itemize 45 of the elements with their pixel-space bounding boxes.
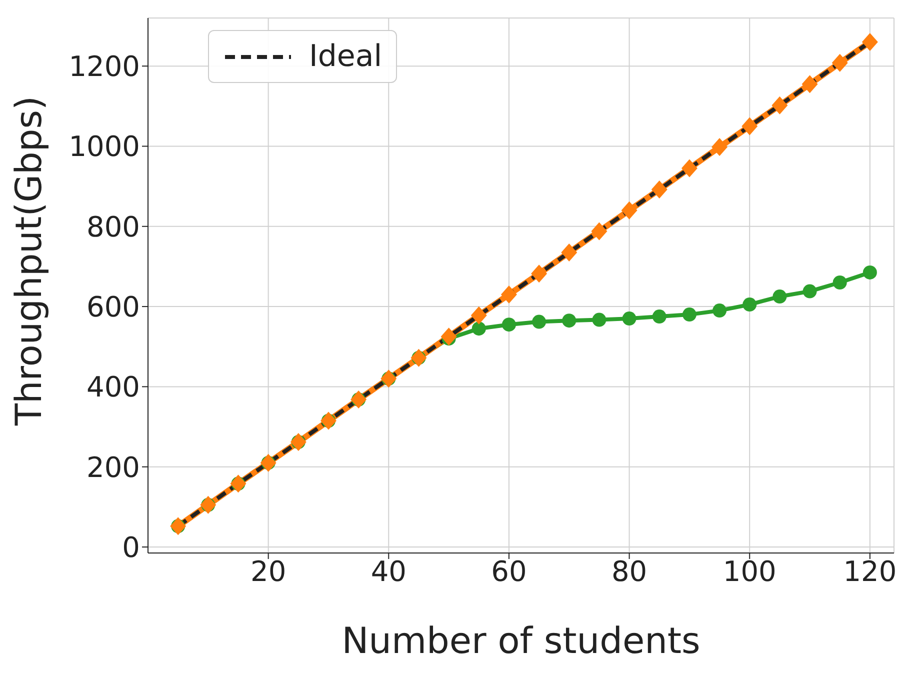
x-tick-label: 100 — [722, 554, 776, 588]
y-tick-label: 1000 — [68, 130, 140, 164]
point — [681, 159, 698, 178]
point — [472, 322, 486, 336]
point — [502, 318, 516, 332]
legend-label: Ideal — [309, 39, 382, 74]
point — [531, 264, 548, 283]
point — [500, 286, 517, 304]
point — [832, 54, 848, 72]
x-tick-label: 40 — [370, 554, 406, 588]
point — [712, 138, 728, 156]
point — [470, 306, 487, 324]
point — [772, 290, 787, 304]
y-axis-title: Throughput(Gbps) — [8, 96, 50, 426]
y-tick-label: 1200 — [68, 50, 140, 84]
point — [591, 222, 608, 240]
point — [622, 312, 636, 326]
point — [440, 328, 457, 346]
point — [802, 284, 817, 298]
y-tick-label: 200 — [86, 450, 140, 484]
y-tick-label: 400 — [86, 370, 140, 404]
y-tick-label: 0 — [122, 530, 140, 564]
y-tick-label: 600 — [86, 290, 140, 324]
point — [562, 314, 576, 328]
point — [772, 96, 788, 114]
y-tick-label: 800 — [86, 210, 140, 244]
x-tick-label: 120 — [843, 554, 897, 588]
point — [621, 201, 638, 220]
x-axis-title: Number of students — [342, 621, 700, 662]
point — [802, 75, 818, 94]
point — [712, 304, 727, 318]
point — [742, 298, 757, 312]
point — [561, 243, 578, 262]
point — [742, 117, 758, 136]
point — [651, 180, 668, 199]
point — [862, 265, 877, 280]
x-tick-label: 60 — [491, 554, 527, 588]
point — [592, 312, 606, 327]
point — [832, 275, 847, 290]
x-tick-label: 80 — [611, 554, 648, 588]
point — [652, 310, 666, 324]
point — [682, 308, 696, 322]
point — [532, 314, 546, 329]
x-tick-label: 20 — [250, 554, 286, 588]
point — [862, 33, 878, 52]
